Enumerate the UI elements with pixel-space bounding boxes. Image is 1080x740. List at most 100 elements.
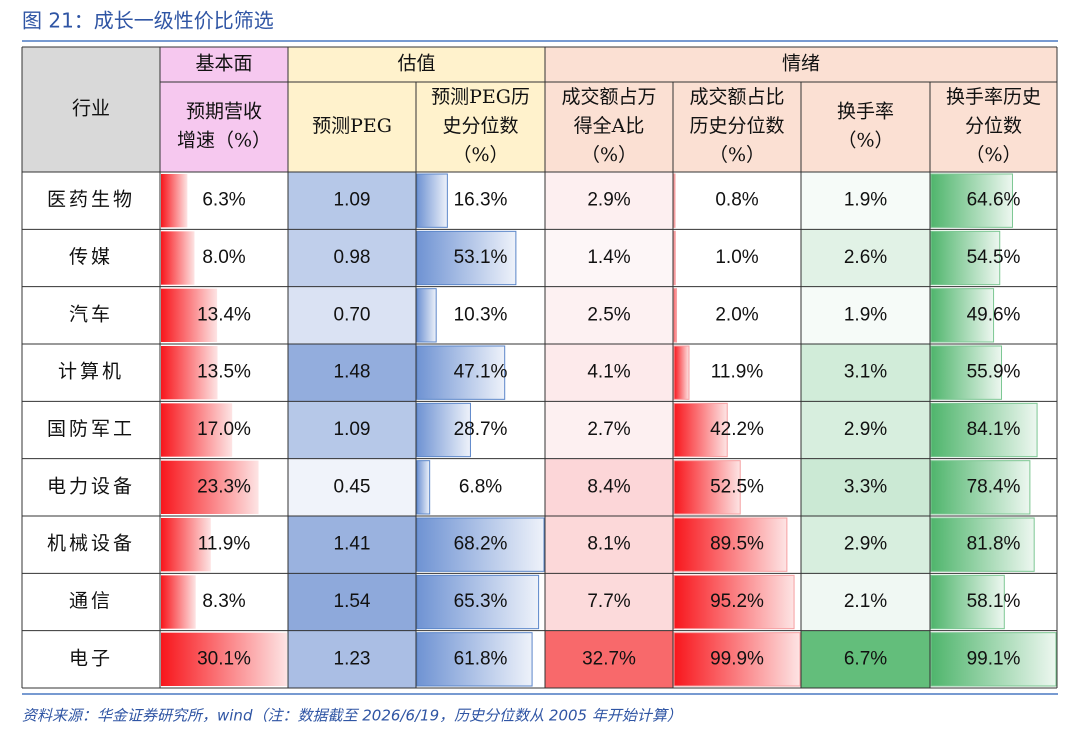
cell-value: 2.9% xyxy=(844,534,887,555)
data-bar xyxy=(930,574,1005,630)
industry: 汽车 xyxy=(69,303,113,325)
data-bar xyxy=(673,632,801,687)
industry: 电子 xyxy=(69,647,113,669)
cell-value: 99.9% xyxy=(710,648,764,669)
cell-value: 1.9% xyxy=(844,190,887,211)
data-bar xyxy=(930,460,1031,515)
cell-value: 8.3% xyxy=(202,591,245,612)
industry: 计算机 xyxy=(58,361,124,383)
data-bar xyxy=(930,402,1038,458)
cell-value: 52.5% xyxy=(710,476,764,497)
cell-value: 78.4% xyxy=(967,476,1021,497)
cell-value: 0.8% xyxy=(715,190,758,211)
industry: 国防军工 xyxy=(47,418,135,440)
color-cell xyxy=(801,516,930,574)
column-header: 增速（%） xyxy=(177,130,271,152)
cell-value: 32.7% xyxy=(582,648,636,669)
cell-value: 11.9% xyxy=(198,534,251,555)
column-header: 预测PEG历 xyxy=(431,86,530,108)
color-cell xyxy=(801,286,930,344)
cell-value: 2.6% xyxy=(844,247,887,268)
cell-value: 61.8% xyxy=(454,648,508,669)
data-bar xyxy=(161,460,259,514)
column-header: 分位数 xyxy=(965,115,1022,137)
data-bar xyxy=(930,288,995,343)
cell-value: 47.1% xyxy=(454,362,508,383)
color-cell xyxy=(545,630,673,688)
color-cell xyxy=(801,172,930,230)
cell-value: 68.2% xyxy=(454,534,508,555)
group-label: 估值 xyxy=(397,53,435,75)
cell-value: 30.1% xyxy=(197,648,251,669)
data-bar xyxy=(416,230,517,286)
column-header: 预期营收 xyxy=(186,101,262,123)
cell-value: 99.1% xyxy=(967,648,1021,669)
color-cell xyxy=(545,344,673,402)
color-cell xyxy=(801,573,930,631)
cell-value: 55.9% xyxy=(967,362,1021,383)
cell-value: 1.54 xyxy=(334,591,371,612)
group-cell xyxy=(160,47,288,82)
cell-value: 0.45 xyxy=(334,476,371,497)
color-cell xyxy=(288,630,416,688)
column-header: 预测PEG xyxy=(312,115,392,137)
cell-value: 54.5% xyxy=(967,247,1021,268)
cell-value: 42.2% xyxy=(710,419,764,440)
cell-value: 1.48 xyxy=(334,362,371,383)
group-cell xyxy=(288,47,545,82)
cell-value: 2.1% xyxy=(844,591,887,612)
cell-value: 65.3% xyxy=(454,591,508,612)
color-cell xyxy=(545,286,673,344)
header-cell xyxy=(801,82,930,172)
cell-value: 17.0% xyxy=(197,419,251,440)
color-cell xyxy=(801,630,930,688)
cell-value: 2.7% xyxy=(587,419,630,440)
color-cell xyxy=(801,401,930,459)
data-bar xyxy=(416,517,545,572)
cell-value: 11.9% xyxy=(711,362,764,383)
cell-value: 49.6% xyxy=(967,304,1021,325)
cell-value: 1.0% xyxy=(715,247,758,268)
cell-value: 1.09 xyxy=(334,419,371,440)
data-bar xyxy=(416,402,471,458)
data-bar xyxy=(161,174,188,228)
data-bar xyxy=(930,345,1003,400)
source: 资料来源：华金证券研究所，wind（注：数据截至 2026/6/19，历史分位数… xyxy=(22,707,682,725)
column-header: 历史分位数 xyxy=(689,115,784,137)
cell-value: 1.9% xyxy=(844,304,887,325)
cell-value: 1.41 xyxy=(334,534,371,555)
cell-value: 89.5% xyxy=(710,534,764,555)
cell-value: 4.1% xyxy=(587,362,630,383)
color-cell xyxy=(545,458,673,516)
color-cell xyxy=(288,516,416,574)
color-cell xyxy=(288,172,416,230)
industry: 机械设备 xyxy=(47,533,135,555)
data-bar xyxy=(673,230,676,286)
data-bar xyxy=(673,574,795,630)
cell-value: 2.9% xyxy=(587,190,630,211)
data-bar xyxy=(673,345,690,400)
cell-value: 1.09 xyxy=(334,190,371,211)
header-cell xyxy=(160,82,288,172)
group-cell xyxy=(545,47,1057,82)
header-cell xyxy=(673,82,801,172)
cell-value: 1.23 xyxy=(334,648,371,669)
data-bar xyxy=(416,288,437,343)
industry: 传媒 xyxy=(69,246,113,268)
column-header: 换手率历史 xyxy=(946,86,1041,108)
data-bar xyxy=(161,346,218,400)
color-cell xyxy=(801,229,930,287)
group-label: 情绪 xyxy=(782,53,820,75)
data-bar xyxy=(930,632,1057,687)
column-header: （%） xyxy=(581,144,637,166)
title: 图 21：成长一级性价比筛选 xyxy=(22,9,274,33)
data-bar xyxy=(930,517,1035,572)
color-cell xyxy=(545,401,673,459)
cell-value: 6.3% xyxy=(202,190,245,211)
cell-value: 64.6% xyxy=(967,190,1021,211)
color-cell xyxy=(288,286,416,344)
cell-value: 84.1% xyxy=(967,419,1021,440)
column-header: 成交额占万 xyxy=(561,86,656,108)
column-header: 成交额占比 xyxy=(689,86,784,108)
